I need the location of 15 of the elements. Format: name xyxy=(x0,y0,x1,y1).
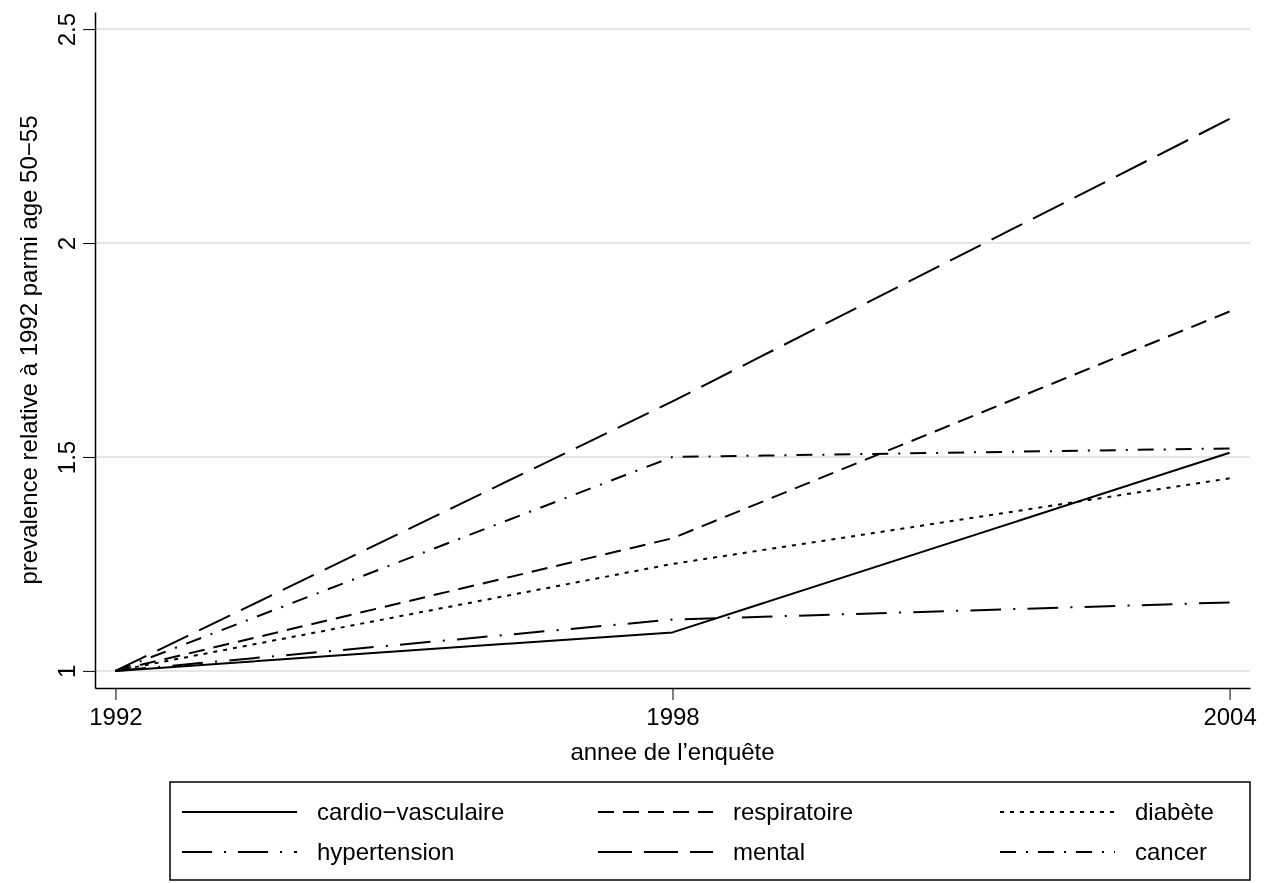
x-tick-label: 1998 xyxy=(646,702,700,730)
legend-label: cardio−vasculaire xyxy=(317,798,505,826)
x-axis-title: annee de l’enquête xyxy=(570,738,775,765)
legend-label: cancer xyxy=(1135,838,1208,866)
x-tick-label: 2004 xyxy=(1203,702,1257,730)
y-tick-label: 2 xyxy=(53,236,80,251)
legend-label: respiratoire xyxy=(733,798,854,826)
legend-label: mental xyxy=(733,838,806,866)
legend-label: diabète xyxy=(1135,798,1214,826)
y-tick-label: 1.5 xyxy=(53,440,80,475)
y-tick-label: 1 xyxy=(53,664,80,679)
y-tick-label: 2.5 xyxy=(53,12,80,47)
y-axis-title: prevalence relative à 1992 parmi age 50−55 xyxy=(15,115,42,585)
legend-label: hypertension xyxy=(317,838,455,866)
x-tick-label: 1992 xyxy=(89,702,143,730)
